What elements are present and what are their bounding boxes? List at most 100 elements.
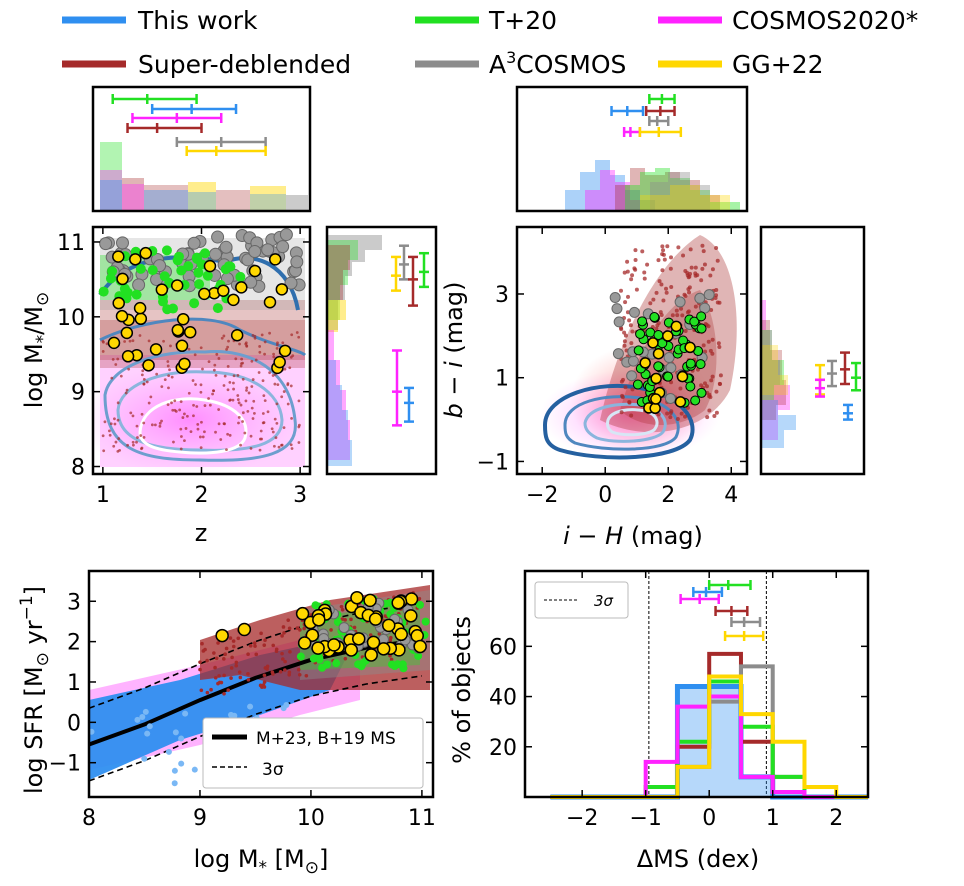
panel-a-dot (213, 363, 217, 367)
panel-a-dot (141, 369, 145, 373)
panel-b-gg22-point (649, 402, 661, 415)
panel-c-gg22-point (413, 639, 427, 654)
panel-c-super-deblended-point (281, 625, 286, 629)
panel-a-dot (268, 371, 272, 375)
panel-c-t20-point (421, 617, 430, 626)
panel-b-dot (633, 258, 638, 263)
panel-b-dot (664, 290, 669, 295)
panel-a-dot (281, 341, 285, 345)
panel-a-t20-point (158, 296, 169, 307)
panel-c-gg22-point (344, 643, 359, 657)
panel-c-gg22-point (366, 635, 381, 650)
panel-c-super-deblended-point (252, 641, 257, 645)
panel-a-a3cosmos-point (276, 240, 290, 254)
panel-b-dot (708, 273, 713, 278)
panel-a-a3cosmos-point (187, 236, 201, 250)
panel-c-main: 8 9 10 11 −1 0 1 2 3 M+23, B+19 MS 3σ log M* [M⊙… (17, 569, 436, 878)
panel-a-dot (297, 425, 301, 429)
panel-b-dot (660, 268, 665, 273)
panel-c-super-deblended-point (229, 676, 233, 680)
panel-c-super-deblended-point (254, 652, 259, 657)
panel-a-dot (246, 410, 250, 413)
panel-c-super-deblended-point (246, 677, 251, 682)
panel-b-gg22-point (674, 396, 687, 408)
panel-b-dot (620, 393, 625, 398)
panel-a-dot (150, 423, 154, 427)
panel-a-dot (199, 383, 203, 387)
panel-a-dot (184, 427, 188, 430)
panel-a-dot (199, 346, 203, 350)
panel-a-gg22-point (171, 323, 185, 337)
panel-c-super-deblended-point (349, 617, 353, 622)
panel-b-dot (665, 411, 670, 416)
panel-c-this-work-point (283, 702, 290, 709)
panel-b-dot (710, 351, 715, 356)
panel-b-a3cosmos-point (694, 292, 706, 304)
panel-c-super-deblended-point (213, 675, 218, 680)
panel-b-dot (642, 276, 647, 281)
panel-c-t20-point (358, 659, 367, 668)
panel-a-dot (160, 419, 163, 423)
panel-b-dot (656, 258, 661, 263)
panel-a-dot (149, 395, 153, 399)
panel-b-main: −2 0 2 4 −1 1 3 i − H (mag) b − i (mag) (440, 225, 749, 550)
panel-c-xtick-label: 9 (193, 806, 207, 831)
panel-a-dot (131, 414, 135, 418)
panel-b-t20-point (696, 323, 707, 334)
panel-a-t20-point (199, 248, 210, 259)
panel-c-this-work-point (178, 735, 185, 742)
panel-a-dot (288, 366, 292, 370)
panel-a-dot (124, 391, 128, 395)
panel-a-dot (193, 353, 197, 357)
panel-c-super-deblended-point (282, 631, 286, 635)
panel-c-ytick-label: 1 (67, 671, 81, 696)
panel-d-ytick-label: 40 (489, 686, 517, 711)
panel-c-xlabel: log M* [M⊙] (194, 845, 329, 878)
panel-c-super-deblended-point (222, 673, 226, 678)
ms-relation-line (89, 637, 423, 747)
panel-a-dot (142, 382, 146, 386)
panel-a-dot (214, 430, 217, 434)
panel-a-dot (244, 341, 248, 345)
panel-c-super-deblended-point (198, 660, 202, 664)
panel-a-dot (228, 398, 232, 402)
panel-c-super-deblended-point (377, 632, 382, 636)
panel-c-super-deblended-point (231, 639, 236, 643)
panel-a-dot (179, 447, 183, 451)
panel-b-dot (700, 243, 705, 248)
panel-d-xtick-label: −1 (629, 806, 661, 831)
panel-b-dot (717, 300, 722, 305)
panel-b-t20-point (663, 371, 674, 382)
panel-a-dot (179, 400, 183, 404)
panel-b-dot (678, 386, 683, 391)
panel-a-dot (105, 342, 109, 346)
panel-c-super-deblended-point (295, 626, 300, 630)
panel-c-super-deblended-point (283, 668, 287, 672)
panel-a-dot (192, 414, 195, 418)
panel-a-dot (231, 398, 235, 402)
panel-c-a3cosmos-point (338, 622, 350, 634)
panel-a-dot (173, 408, 177, 412)
panel-b-t20-point (637, 316, 648, 327)
panel-a-dot (140, 447, 143, 451)
panel-a-gg22-point (142, 359, 155, 372)
panel-a-dot (203, 430, 206, 434)
panel-a-a3cosmos-point (219, 240, 233, 254)
panel-a-dot (211, 392, 214, 396)
panel-a-dot (167, 386, 170, 390)
panel-b-gg22-point (650, 393, 662, 405)
panel-a-dot (116, 357, 120, 361)
panel-b-side-errorbars (815, 351, 861, 421)
panel-a-dot (295, 331, 299, 334)
panel-b-dot (648, 301, 653, 306)
panel-a-gg22-point (183, 326, 197, 339)
panel-b-dot (688, 271, 693, 276)
panel-d-legend: 3σ (534, 581, 629, 619)
panel-a-dot (172, 440, 175, 444)
panel-c-xtick-label: 8 (82, 806, 96, 831)
panel-a-gg22-point (275, 283, 289, 296)
panel-b-a3cosmos-point (609, 292, 621, 304)
panel-a-dot (283, 367, 287, 371)
panel-a-dot (179, 427, 183, 431)
panel-a-t20-point (173, 251, 184, 262)
